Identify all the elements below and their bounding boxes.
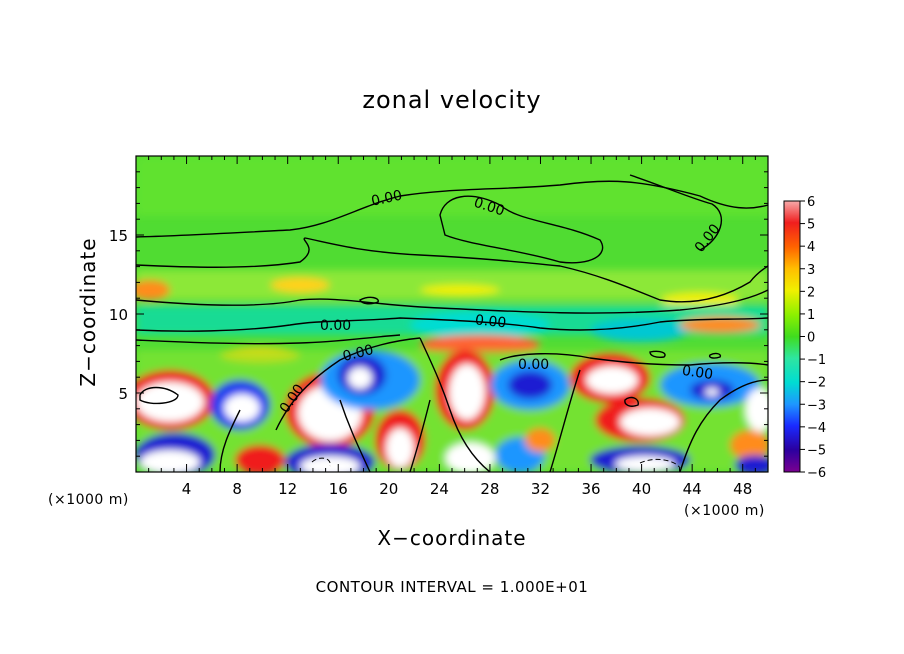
y-tick-label: 5 [118, 385, 128, 403]
y-tick-label: 10 [109, 306, 128, 324]
contour-label: 0.00 [474, 312, 507, 331]
x-tick-label: 32 [531, 480, 550, 498]
negative-contours [311, 457, 681, 469]
colorbar-ticks: 6 5 4 3 2 1 0 −1 −2 −3 −4 −5 −6 [800, 195, 826, 481]
colorbar-tick-label: −6 [807, 466, 826, 481]
x-tick-label: 48 [733, 480, 752, 498]
x-tick-label: 20 [379, 480, 398, 498]
contour-label: 0.00 [370, 188, 404, 210]
x-tick-label: 44 [683, 480, 702, 498]
y-tick-label: 15 [109, 227, 128, 245]
x-unit-right: (×1000 m) [684, 503, 765, 519]
y-axis-label: Z−coordinate [76, 237, 100, 387]
colorbar-tick-label: 4 [807, 240, 815, 255]
x-tick-label: 28 [480, 480, 499, 498]
contour-label: 0.00 [518, 357, 549, 373]
x-tick-label: 12 [278, 480, 297, 498]
colorbar-gradient [783, 200, 801, 473]
velocity-field [136, 156, 768, 472]
colorbar-tick-label: 0 [807, 331, 815, 346]
colorbar-tick-label: −1 [807, 353, 826, 368]
colorbar-tick-label: −3 [807, 398, 826, 413]
contour-label: 0.00 [681, 363, 714, 383]
colorbar-tick-label: 5 [807, 218, 815, 233]
contour-label: 0.00 [320, 318, 351, 334]
x-tick-label: 16 [329, 480, 348, 498]
x-tick-label: 24 [430, 480, 449, 498]
x-tick-label: 36 [581, 480, 600, 498]
contour-label: 0.00 [341, 342, 375, 365]
colorbar: 6 5 4 3 2 1 0 −1 −2 −3 −4 −5 −6 [783, 195, 826, 481]
contour-lines [136, 174, 768, 472]
colorbar-tick-label: −5 [807, 443, 826, 458]
colorbar-tick-label: 2 [807, 285, 815, 300]
x-axis-label: X−coordinate [377, 526, 527, 550]
x-tick-label: 40 [632, 480, 651, 498]
colorbar-tick-label: −4 [807, 421, 826, 436]
colorbar-tick-label: −2 [807, 376, 826, 391]
x-unit-left: (×1000 m) [48, 492, 129, 508]
x-tick-label: 4 [182, 480, 192, 498]
colorbar-tick-label: 3 [807, 263, 815, 278]
colorbar-tick-label: 1 [807, 308, 815, 323]
x-tick-label: 8 [232, 480, 242, 498]
colorbar-tick-label: 6 [807, 195, 815, 210]
contour-interval-note: CONTOUR INTERVAL = 1.000E+01 [315, 578, 589, 596]
chart-title: zonal velocity [362, 86, 542, 114]
